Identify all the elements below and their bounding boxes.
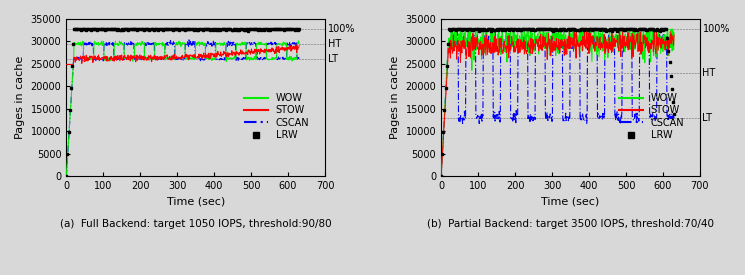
Y-axis label: Pages in cache: Pages in cache xyxy=(15,56,25,139)
Text: 100%: 100% xyxy=(703,24,730,34)
Text: HT: HT xyxy=(328,39,341,49)
Title: (b)  Partial Backend: target 3500 IOPS, threshold:70/40: (b) Partial Backend: target 3500 IOPS, t… xyxy=(427,219,714,229)
Legend: WOW, STOW, CSCAN, LRW: WOW, STOW, CSCAN, LRW xyxy=(615,90,687,143)
Y-axis label: Pages in cache: Pages in cache xyxy=(390,56,400,139)
X-axis label: Time (sec): Time (sec) xyxy=(542,197,600,207)
X-axis label: Time (sec): Time (sec) xyxy=(167,197,225,207)
Title: (a)  Full Backend: target 1050 IOPS, threshold:90/80: (a) Full Backend: target 1050 IOPS, thre… xyxy=(60,219,332,229)
Text: LT: LT xyxy=(328,54,337,64)
Text: HT: HT xyxy=(703,68,716,78)
Text: LT: LT xyxy=(703,112,712,122)
Legend: WOW, STOW, CSCAN, LRW: WOW, STOW, CSCAN, LRW xyxy=(241,90,312,143)
Text: 100%: 100% xyxy=(328,24,355,34)
